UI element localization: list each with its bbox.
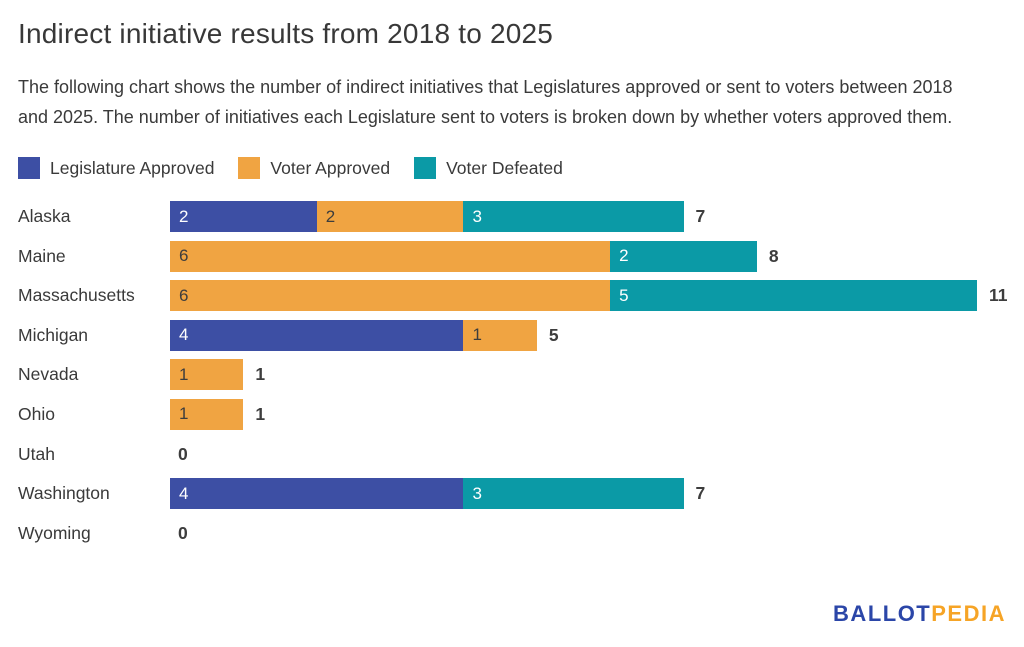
- bar-track: 0: [170, 439, 1006, 470]
- chart-row-alaska: Alaska 2 2 3 7: [18, 201, 1006, 232]
- total-label: 11: [988, 285, 1008, 306]
- bar-segment-voter-approved: 6: [170, 280, 611, 312]
- chart-subtitle: The following chart shows the number of …: [18, 77, 953, 127]
- bar-segment-voter-defeated: 3: [463, 478, 684, 510]
- legend-label: Legislature Approved: [50, 157, 215, 178]
- bar-segment-voter-approved: 1: [170, 398, 244, 430]
- total-label: 8: [768, 245, 779, 266]
- legend-swatch-voter-defeated: [414, 157, 437, 179]
- category-label: Washington: [18, 483, 110, 504]
- segment-value: 4: [179, 325, 189, 345]
- chart-row-ohio: Ohio 1 1: [18, 398, 1006, 430]
- segment-value: 6: [179, 285, 189, 305]
- total-label: 7: [695, 206, 706, 226]
- total-label: 0: [178, 443, 188, 464]
- bar-track: 4 3 7: [170, 478, 1006, 510]
- segment-value: 2: [179, 206, 189, 226]
- bar-track: 2 2 3 7: [170, 201, 1006, 232]
- category-label: Nevada: [18, 364, 79, 385]
- segment-value: 2: [325, 206, 336, 226]
- total-label: 0: [178, 522, 188, 543]
- bar-track: 6 5 11: [170, 280, 1008, 312]
- bar-segment-voter-defeated: 5: [610, 280, 977, 312]
- legend-swatch-voter-approved: [238, 157, 261, 179]
- segment-value: 1: [179, 364, 189, 384]
- stacked-bar-chart: Alaska 2 2 3 7 Maine 6 2 8 Massachusetts 6 5 11 Michi…: [18, 201, 1008, 549]
- segment-value: 6: [179, 246, 189, 266]
- total-label: 7: [695, 483, 706, 504]
- total-label: 1: [255, 364, 266, 385]
- logo-text-pedia: PEDIA: [931, 601, 1006, 626]
- bar-segment-legislature-approved: 4: [170, 319, 464, 351]
- bar-segment-voter-approved: 6: [170, 240, 611, 272]
- segment-value: 1: [472, 325, 482, 345]
- chart-row-washington: Washington 4 3 7: [18, 478, 1006, 510]
- category-label: Alaska: [18, 206, 71, 226]
- bar-track: 0: [170, 518, 1006, 549]
- legend-item-voter-defeated: Voter Defeated: [414, 157, 563, 179]
- bar-segment-voter-defeated: 3: [463, 201, 684, 232]
- bar-segment-legislature-approved: 2: [170, 201, 317, 232]
- total-label: 1: [255, 403, 266, 424]
- legend-label: Voter Defeated: [446, 157, 563, 178]
- legend-item-legislature-approved: Legislature Approved: [18, 157, 214, 179]
- bar-track: 4 1 5: [170, 319, 1006, 351]
- bar-segment-voter-approved: 1: [463, 319, 537, 351]
- category-label: Michigan: [18, 324, 89, 345]
- footer: BALLOTPEDIA: [833, 601, 1006, 627]
- chart-title: Indirect initiative results from 2018 to…: [18, 18, 554, 49]
- logo-text-ballot: BALLOT: [833, 601, 932, 626]
- legend-label: Voter Approved: [270, 157, 391, 178]
- bar-segment-voter-approved: 2: [316, 201, 464, 232]
- chart-row-michigan: Michigan 4 1 5: [18, 319, 1006, 351]
- category-label: Utah: [18, 443, 55, 464]
- bar-segment-legislature-approved: 4: [170, 478, 464, 510]
- legend-item-voter-approved: Voter Approved: [238, 157, 390, 179]
- segment-value: 4: [179, 483, 189, 503]
- bar-track: 6 2 8: [170, 240, 1006, 272]
- chart-row-wyoming: Wyoming 0: [18, 518, 1006, 549]
- chart-row-nevada: Nevada 1 1: [18, 359, 1006, 391]
- segment-value: 2: [619, 246, 629, 266]
- segment-value: 3: [472, 483, 482, 503]
- segment-value: 3: [472, 206, 482, 226]
- chart-row-massachusetts: Massachusetts 6 5 11: [18, 280, 1008, 312]
- segment-value: 5: [619, 285, 629, 305]
- category-label: Wyoming: [18, 522, 91, 543]
- legend-swatch-legislature-approved: [18, 157, 40, 179]
- legend: Legislature Approved Voter Approved Voter …: [18, 156, 1006, 180]
- total-label: 5: [548, 324, 559, 345]
- category-label: Ohio: [18, 403, 55, 424]
- chart-row-maine: Maine 6 2 8: [18, 240, 1006, 272]
- segment-value: 1: [179, 404, 189, 424]
- bar-segment-voter-approved: 1: [170, 359, 244, 391]
- bar-segment-voter-defeated: 2: [610, 240, 757, 272]
- chart-row-utah: Utah 0: [18, 439, 1006, 470]
- category-label: Maine: [18, 245, 66, 266]
- category-label: Massachusetts: [18, 285, 135, 306]
- ballotpedia-logo: BALLOTPEDIA: [833, 601, 1006, 626]
